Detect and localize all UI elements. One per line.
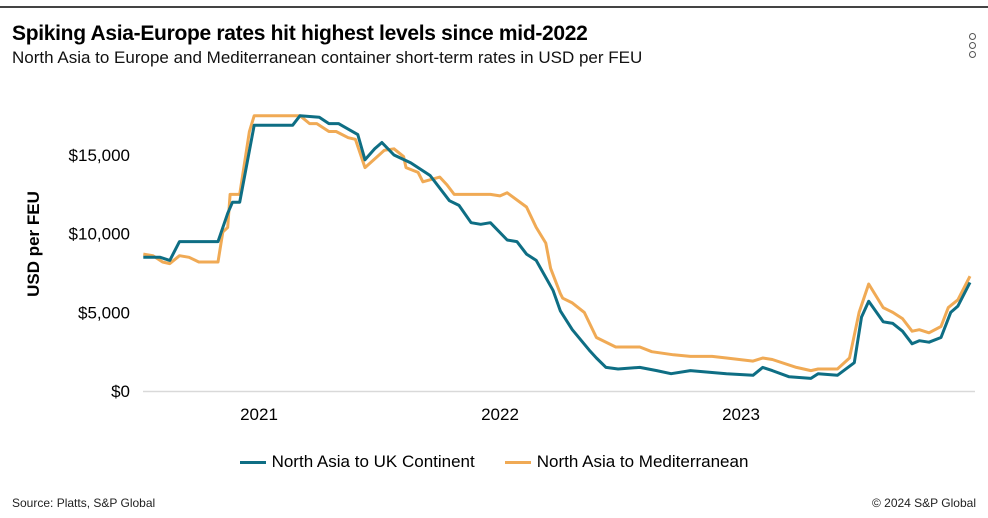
legend-label: North Asia to Mediterranean [536,452,749,471]
y-tick-label: $10,000 [69,225,130,244]
chart-title: Spiking Asia-Europe rates hit highest le… [12,22,588,45]
legend-item-mediterranean: North Asia to Mediterranean [504,452,749,472]
series-line-uk-continent [143,114,972,380]
copyright-note: © 2024 S&P Global [871,496,976,510]
y-tick-label: $0 [111,382,130,401]
top-divider [0,6,988,8]
legend-swatch-orange [504,460,531,464]
y-tick-label: $15,000 [69,146,130,165]
legend-swatch-teal [239,460,266,464]
chart-subtitle: North Asia to Europe and Mediterranean c… [12,48,643,67]
chart-legend: North Asia to UK Continent North Asia to… [0,452,988,472]
y-tick-label: $5,000 [78,303,130,322]
x-tick-label: 2021 [240,405,278,424]
x-tick-label: 2023 [722,405,760,424]
legend-label: North Asia to UK Continent [271,452,475,471]
series-line-mediterranean [143,114,972,373]
legend-item-uk-continent: North Asia to UK Continent [239,452,475,472]
source-note: Source: Platts, S&P Global [12,496,156,510]
x-tick-label: 2022 [481,405,519,424]
kebab-menu-icon[interactable] [966,32,978,58]
